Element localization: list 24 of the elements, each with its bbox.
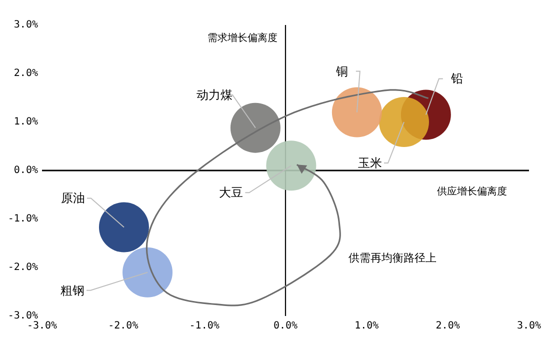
annotation: 供需再均衡路径上: [348, 252, 437, 265]
series-label: 动力煤: [196, 88, 232, 102]
y-tick-label: 3.0%: [14, 20, 38, 31]
y-tick-label: -1.0%: [8, 214, 38, 225]
x-tick-label: -2.0%: [108, 320, 138, 332]
x-tick-label: -1.0%: [189, 320, 220, 332]
y-tick-label: 0.0%: [14, 165, 38, 176]
y-tick-label: -2.0%: [8, 262, 38, 274]
y-axis-title: 需求增长偏离度: [208, 32, 278, 44]
x-axis-title: 供应增长偏离度: [437, 186, 507, 198]
y-tick-label: 2.0%: [14, 68, 38, 80]
x-tick-label: 2.0%: [436, 320, 460, 332]
y-tick-label: 1.0%: [14, 116, 38, 128]
series-label: 铜: [334, 64, 348, 78]
text: 大豆: [219, 186, 244, 200]
series-label: 玉米: [358, 156, 382, 170]
x-tick-label: 1.0%: [354, 320, 379, 332]
x-tick-label: -3.0%: [26, 320, 58, 332]
series-label: 铅: [450, 72, 463, 86]
y-tick-label: -3.0%: [8, 310, 38, 322]
series-label: 原油: [60, 191, 85, 206]
x-tick-label: 0.0%: [273, 320, 298, 332]
text: 粗钢: [60, 283, 85, 298]
x-tick-label: 3.0%: [516, 320, 542, 332]
